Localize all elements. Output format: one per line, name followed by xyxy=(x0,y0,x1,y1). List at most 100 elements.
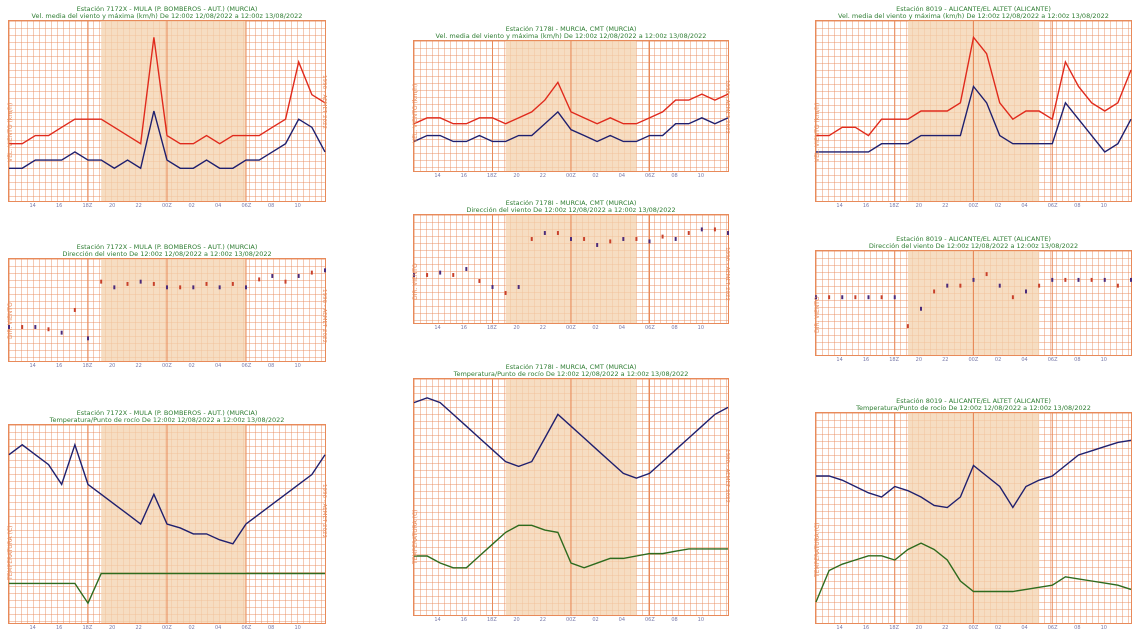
plot-area-dir xyxy=(815,250,1132,356)
x-tick-label: 14 xyxy=(434,325,441,331)
x-tick-label: 02 xyxy=(188,203,195,209)
direction-point xyxy=(854,295,857,300)
direction-point xyxy=(1130,277,1132,282)
direction-point xyxy=(413,273,415,277)
direction-point xyxy=(113,285,116,290)
direction-point xyxy=(100,279,103,284)
direction-point xyxy=(635,237,638,241)
series-line-temperature xyxy=(413,397,729,479)
x-tick-label: 14 xyxy=(836,357,843,363)
y-axis-label: VEL. VIENTO (km/h) xyxy=(412,83,419,143)
x-tick-label: 02 xyxy=(994,357,1002,363)
chart-title-line-2: Temperatura/Punto de rocío De 12:00z 12/… xyxy=(49,416,285,424)
x-tick-label: 08 xyxy=(671,325,678,331)
x-tick-label: 14 xyxy=(434,173,441,179)
x-tick-label: 16 xyxy=(460,617,468,623)
x-tick-label: 14 xyxy=(836,203,843,209)
direction-point xyxy=(1025,289,1027,294)
x-tick-label: 10 xyxy=(1100,625,1107,631)
series-line-gust xyxy=(9,37,326,145)
y-axis-label: TEMPERATURA (C) xyxy=(814,522,821,578)
x-tick-label: 16 xyxy=(862,625,870,631)
x-tick-label: 14 xyxy=(29,203,36,209)
chart-title-line-2: Dirección del viento De 12:00z 12/08/202… xyxy=(868,242,1079,250)
direction-point xyxy=(21,325,24,329)
x-tick-label: 08 xyxy=(1074,203,1081,209)
direction-point xyxy=(609,239,612,244)
direction-point xyxy=(543,231,546,235)
chart-svg xyxy=(8,259,326,361)
chart-svg xyxy=(9,21,326,201)
y-axis-label: VEL. VIENTO (km/h) xyxy=(814,102,821,162)
direction-point xyxy=(674,237,677,241)
direction-point xyxy=(959,283,962,288)
y-axis-label: TEMPERATURA (C) xyxy=(412,509,419,564)
plot-area-wind xyxy=(8,20,326,202)
chart-title-line-1: Estación 7172X - MULA (P. BOMBEROS - AUT… xyxy=(76,243,258,251)
direction-point xyxy=(245,285,247,290)
x-tick-label: 00Z xyxy=(162,625,172,631)
direction-point xyxy=(648,239,651,244)
x-tick-label: 06Z xyxy=(241,363,252,369)
plot-area-wind xyxy=(413,40,729,172)
chart-title-line-2: Vel. media del viento y máxima (km/h) De… xyxy=(31,12,303,20)
x-tick-label: 22 xyxy=(539,173,547,179)
x-tick-label: 04 xyxy=(215,363,222,369)
night-shading xyxy=(101,425,247,623)
series-line-gust xyxy=(413,80,729,125)
x-tick-label: 04 xyxy=(618,325,626,331)
x-tick-label: 06Z xyxy=(1047,203,1058,209)
direction-point xyxy=(906,324,909,329)
x-tick-label: 04 xyxy=(1021,357,1028,363)
x-tick-label: 00Z xyxy=(566,325,576,331)
series-line-temperature xyxy=(816,439,1132,509)
chart-svg xyxy=(413,215,729,323)
x-tick-label: 18Z xyxy=(889,357,900,363)
x-tick-label: 20 xyxy=(513,617,520,623)
x-tick-label: 20 xyxy=(915,625,923,631)
x-tick-label: 20 xyxy=(109,363,116,369)
copyright-label: 1996 - AEMET 2022 xyxy=(321,289,327,344)
x-tick-label: 06Z xyxy=(645,173,655,179)
x-tick-label: 02 xyxy=(994,203,1002,209)
direction-point xyxy=(985,272,988,277)
panel-dir-2: Estación 8019 - ALICANTE/EL ALTET (ALICA… xyxy=(814,235,1132,366)
chart-title-line-1: Estación 7178I - MURCIA, CMT (MURCIA) xyxy=(505,25,637,33)
x-tick-label: 00Z xyxy=(968,357,979,363)
x-tick-label: 22 xyxy=(942,357,949,363)
direction-point xyxy=(920,306,922,311)
copyright-label: 1996 - AEMET 2022 xyxy=(321,74,327,129)
x-tick-label: 08 xyxy=(671,173,678,179)
copyright-label: 1996 - AEMET 2022 xyxy=(724,247,730,302)
chart-svg xyxy=(413,379,729,615)
series-line-dewpoint xyxy=(414,524,728,569)
x-tick-label: 20 xyxy=(915,203,923,209)
x-tick-label: 22 xyxy=(135,203,142,209)
direction-point xyxy=(60,330,63,335)
x-tick-label: 14 xyxy=(29,363,36,369)
direction-point xyxy=(426,273,429,277)
chart-svg xyxy=(815,251,1132,355)
direction-point xyxy=(998,283,1001,288)
direction-point xyxy=(284,279,287,284)
direction-point xyxy=(87,336,89,341)
x-tick-label: 16 xyxy=(56,625,63,631)
direction-point xyxy=(439,270,442,275)
chart-title-line-1: Estación 7172X - MULA (P. BOMBEROS - AUT… xyxy=(76,409,258,417)
direction-point xyxy=(1051,277,1054,282)
y-axis-label: DIR. VIENTO xyxy=(7,302,14,340)
panel-temp-2: Estación 8019 - ALICANTE/EL ALTET (ALICA… xyxy=(814,397,1132,634)
x-tick-label: 06Z xyxy=(1047,357,1058,363)
x-tick-label: 10 xyxy=(294,363,301,369)
x-tick-label: 18Z xyxy=(487,325,497,331)
x-tick-label: 22 xyxy=(942,203,949,209)
x-tick-label: 06Z xyxy=(241,203,252,209)
direction-point xyxy=(47,327,50,332)
direction-point xyxy=(596,243,599,247)
panel-wind-2: Estación 8019 - ALICANTE/EL ALTET (ALICA… xyxy=(814,5,1132,212)
direction-point xyxy=(570,237,572,241)
y-axis-label: DIR. VIENTO xyxy=(412,263,419,300)
x-tick-label: 20 xyxy=(109,625,116,631)
x-tick-label: 16 xyxy=(56,203,63,209)
series-line-mean xyxy=(9,110,326,170)
